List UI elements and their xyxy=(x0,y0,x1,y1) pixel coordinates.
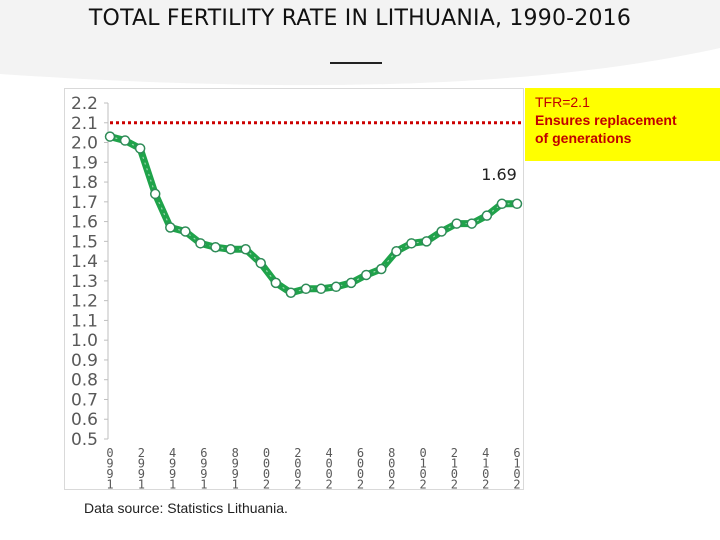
y-tick-label: 1.7 xyxy=(71,193,98,213)
tfr-data-point xyxy=(225,244,236,255)
tfr-data-point xyxy=(330,281,342,293)
y-tick-label: 1.4 xyxy=(71,252,98,272)
tfr-data-point xyxy=(436,226,447,237)
y-tick-label: 0.6 xyxy=(71,410,98,430)
tfr-data-point xyxy=(270,277,282,289)
y-tick-label: 1.5 xyxy=(71,232,98,252)
y-tick-label: 0.7 xyxy=(71,390,98,410)
tfr-data-point xyxy=(466,218,478,229)
tfr-series-line xyxy=(106,133,521,297)
y-tick-label: 1.8 xyxy=(71,173,98,193)
tfr-data-point xyxy=(421,236,432,247)
tfr-data-point xyxy=(285,287,297,298)
y-tick-label: 0.9 xyxy=(71,351,98,371)
tfr-data-point xyxy=(481,210,493,221)
tfr-series-texture xyxy=(109,135,518,294)
tfr-data-point xyxy=(240,244,251,255)
tfr-data-point xyxy=(180,226,191,237)
tfr-data-point xyxy=(496,198,508,210)
tfr-data-point xyxy=(361,269,372,281)
tfr-data-point xyxy=(104,131,116,142)
chart-frame: 2.2 2.1 2.0 1.9 1.8 1.7 1.6 1.5 1.4 1.3 1.2 1.1 1.0 0… xyxy=(64,88,524,490)
tfr-data-point xyxy=(406,238,417,249)
tfr-data-point xyxy=(195,238,206,249)
legend-text-line-1: Ensures replacement xyxy=(535,112,677,128)
tfr-data-point xyxy=(255,257,266,269)
y-tick-label: 2.2 xyxy=(71,94,98,114)
background-swoosh xyxy=(0,0,720,86)
y-tick-label: 0.8 xyxy=(71,371,98,391)
tfr-data-point xyxy=(451,218,462,229)
y-tick-label: 2.0 xyxy=(71,134,98,154)
last-value-annotation: 1.69 xyxy=(481,165,517,184)
y-tick-label: 1.2 xyxy=(71,292,98,312)
tfr-data-point xyxy=(315,283,327,295)
tfr-data-point xyxy=(149,188,161,200)
slide-title: TOTAL FERTILITY RATE IN LITHUANIA, 1990-… xyxy=(88,6,632,31)
y-tick-label: 1.6 xyxy=(71,213,98,233)
tfr-data-point xyxy=(210,242,221,253)
y-tick-label: 2.1 xyxy=(71,114,98,134)
tfr-data-point xyxy=(376,263,387,275)
tfr-data-point xyxy=(134,143,146,154)
tfr-data-point xyxy=(165,222,176,233)
tfr-data-point xyxy=(119,135,131,146)
legend-tfr-label: TFR=2.1 xyxy=(535,94,590,110)
replacement-legend-box: TFR=2.1 Ensures replacement of generatio… xyxy=(525,88,720,161)
fertility-line-chart: 2.22.12.01.91.81.71.61.51.41.31.21.11.00… xyxy=(71,94,523,489)
y-tick-label: 0.5 xyxy=(71,430,98,450)
tfr-data-point xyxy=(511,198,523,210)
title-underline xyxy=(330,62,382,64)
y-tick-label: 1.9 xyxy=(71,153,98,173)
tfr-data-point xyxy=(345,277,357,289)
y-tick-label: 1.0 xyxy=(71,331,98,351)
tfr-data-point xyxy=(391,245,402,257)
tfr-data-point xyxy=(300,283,312,295)
y-tick-label: 1.1 xyxy=(71,311,98,331)
y-tick-label: 1.3 xyxy=(71,272,98,292)
legend-text-line-2: of generations xyxy=(535,130,632,146)
data-source-note: Data source: Statistics Lithuania. xyxy=(84,500,288,516)
